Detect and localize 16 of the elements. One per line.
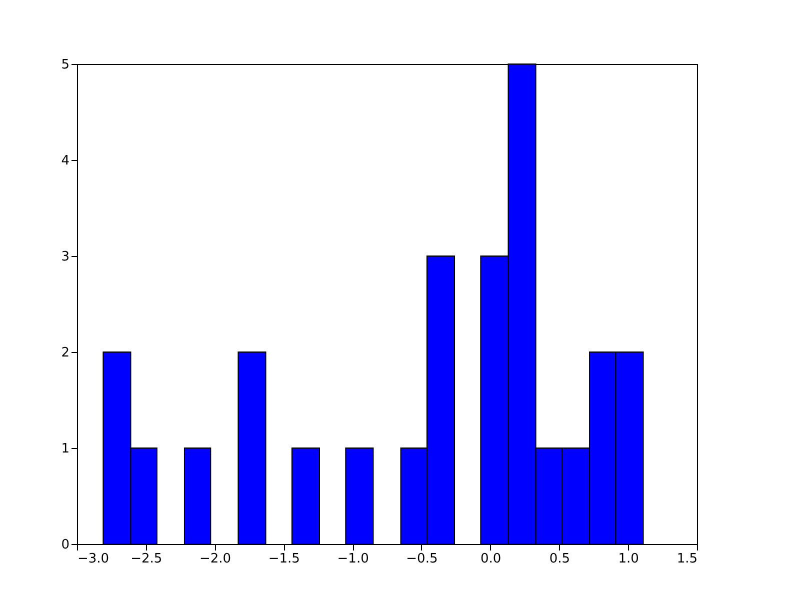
y-tick-label: 0 [61,538,70,552]
y-tick-label: 1 [61,442,70,456]
x-tick-label: −2.5 [130,552,162,566]
x-tick-label: 0.5 [549,552,570,566]
y-tick-label: 5 [61,58,70,72]
y-tick-label: 2 [61,346,70,360]
y-tick-label: 4 [61,154,70,168]
x-tick-label: 1.0 [618,552,639,566]
x-tick-label: 1.5 [676,552,698,566]
x-tick-label: 0.0 [480,552,502,566]
x-tick-label: −2.0 [199,552,232,566]
x-tick-label: −1.0 [337,552,369,566]
x-tick-label: −1.5 [268,552,300,566]
x-tick-label: −3.0 [78,552,110,566]
y-tick-label: 3 [61,250,70,264]
x-tick-label: −0.5 [406,552,438,566]
